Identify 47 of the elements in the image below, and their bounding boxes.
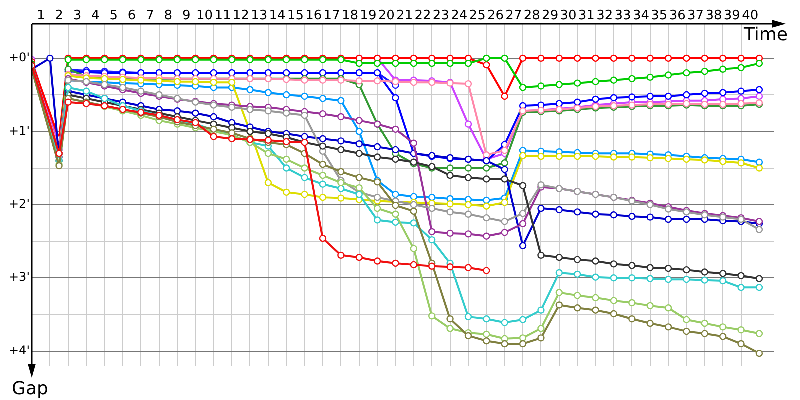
y-axis-title: Gap [12, 378, 48, 400]
x-tick-label: 33 [614, 8, 632, 24]
x-tick-label: 34 [632, 8, 650, 24]
y-tick-label: +2' [9, 197, 30, 212]
x-tick-label: 13 [251, 8, 268, 24]
x-tick-label: 16 [306, 8, 322, 24]
x-tick-label: 29 [542, 8, 559, 24]
x-tick-label: 9 [182, 8, 191, 24]
x-tick-label: 20 [378, 8, 395, 24]
x-tick-label: 17 [324, 8, 340, 24]
x-tick-label: 37 [688, 8, 704, 24]
x-tick-label: 26 [487, 8, 504, 24]
x-axis-title: Time [742, 24, 788, 46]
x-tick-label: 38 [706, 8, 722, 24]
y-tick-label: +3' [9, 270, 30, 284]
x-tick-label: 2 [55, 8, 64, 24]
x-tick-label: 25 [469, 8, 486, 24]
x-tick-label: 18 [342, 8, 359, 24]
x-tick-label: 14 [269, 8, 286, 24]
x-tick-label: 8 [164, 8, 173, 24]
x-tick-label: 36 [669, 8, 686, 24]
x-tick-label: 19 [360, 8, 377, 24]
x-tick-label: 4 [92, 8, 100, 24]
x-tick-label: 21 [396, 8, 414, 24]
x-tick-label: 23 [432, 8, 450, 24]
x-tick-label: 39 [724, 8, 740, 24]
y-tick-label: +0' [9, 50, 30, 65]
x-tick-label: 22 [414, 8, 432, 24]
x-tick-label: 32 [596, 8, 614, 24]
x-tick-label: 11 [214, 8, 232, 24]
x-tick-label: 1 [36, 8, 46, 24]
x-tick-label: 5 [110, 8, 118, 24]
x-tick-label: 40 [742, 8, 759, 24]
x-tick-label: 10 [196, 8, 214, 24]
x-tick-label: 24 [451, 8, 468, 24]
x-tick-label: 3 [73, 8, 82, 24]
x-tick-label: 6 [128, 8, 136, 24]
x-tick-label: 31 [578, 8, 595, 24]
y-tick-label: +1' [9, 124, 30, 138]
y-tick-label: +4' [9, 343, 30, 358]
x-tick-label: 27 [506, 8, 522, 24]
x-tick-label: 12 [232, 8, 250, 24]
x-tick-label: 30 [560, 8, 577, 24]
x-tick-label: 35 [651, 8, 668, 24]
x-tick-label: 15 [287, 8, 304, 24]
x-tick-label: 28 [524, 8, 540, 24]
x-tick-label: 7 [146, 8, 154, 24]
